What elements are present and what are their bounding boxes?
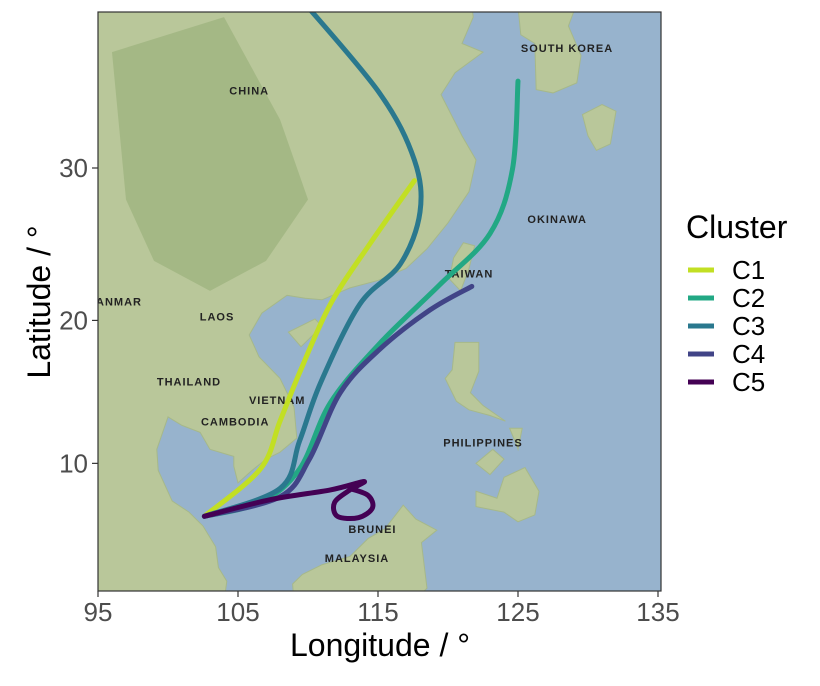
map-label: ANMAR <box>96 297 142 309</box>
land <box>475 448 505 476</box>
x-tick-label: 135 <box>636 597 679 627</box>
x-tick-label: 115 <box>357 597 398 627</box>
map-label: OKINAWA <box>527 214 587 226</box>
map-label: PHILIPPINES <box>443 438 522 450</box>
map-label: CAMBODIA <box>201 416 270 428</box>
map-label: VIETNAM <box>249 395 306 407</box>
legend-label: C2 <box>732 283 765 313</box>
land <box>292 504 438 591</box>
land <box>581 104 617 152</box>
map-label: CHINA <box>229 86 269 98</box>
land <box>508 427 523 452</box>
legend-label: C5 <box>732 367 765 397</box>
land <box>475 466 540 523</box>
legend-label: C4 <box>732 339 765 369</box>
series-line-C5 <box>201 479 376 522</box>
map-label: THAILAND <box>157 377 221 389</box>
x-tick-label: 125 <box>496 597 539 627</box>
x-tick-label: 95 <box>84 597 113 627</box>
map-label: SOUTH KOREA <box>521 43 613 55</box>
y-tick-label: 10 <box>59 448 88 478</box>
legend-label: C1 <box>732 255 765 285</box>
x-tick-label: 105 <box>216 597 259 627</box>
legend-label: C3 <box>732 311 765 341</box>
map-label: BRUNEI <box>348 524 396 536</box>
y-tick-label: 20 <box>59 305 88 335</box>
legend-title: Cluster <box>686 209 788 245</box>
plot-border <box>97 11 662 592</box>
series-line-C3 <box>201 12 424 519</box>
axes: 95 105 115 125 135 10 20 30 <box>59 153 680 627</box>
land <box>444 341 506 422</box>
series-line-C1 <box>201 178 417 519</box>
y-axis-title: Latitude / ° <box>21 225 57 378</box>
y-tick-label: 30 <box>59 153 88 183</box>
terrain <box>112 17 308 291</box>
map-label: MALAYSIA <box>325 553 389 565</box>
x-axis-title: Longitude / ° <box>290 627 470 663</box>
map-label: LAOS <box>200 311 235 323</box>
land <box>518 12 582 94</box>
